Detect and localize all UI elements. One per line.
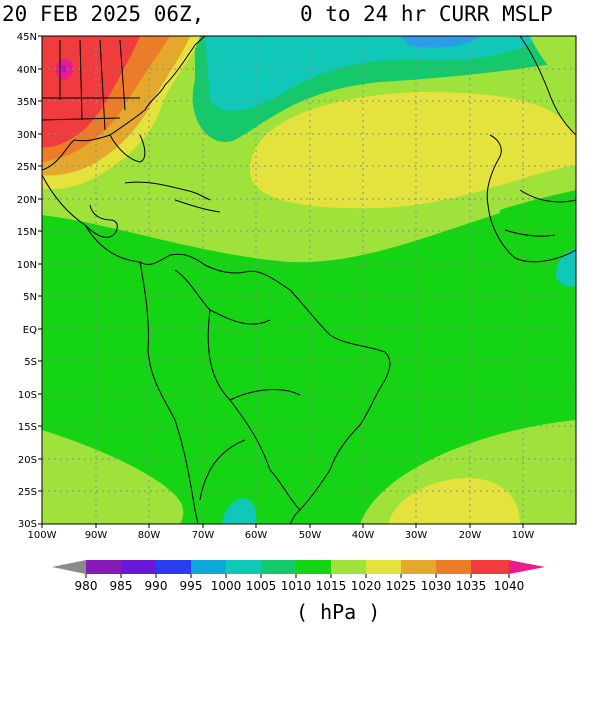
lat-labels: 45N 40N 35N 30N 25N 20N 15N 10N 5N EQ 5S… [17,32,37,530]
lon-label: 80W [138,530,161,541]
map-title: 20 FEB 2025 06Z, 0 to 24 hr CURR MSLP [0,2,600,98]
lat-label: 45N [17,32,37,43]
lat-label: 10S [18,390,37,401]
contour-1010 [42,192,576,524]
colorbar-label: 1030 [421,579,452,593]
colorbar-label: 1000 [211,579,242,593]
lat-label: 20S [18,455,37,466]
colorbar-label: 1020 [351,579,382,593]
colorbar-swatch [261,560,296,574]
colorbar-label: 1010 [281,579,312,593]
colorbar-swatch [296,560,331,574]
colorbar-over-arrow [509,560,545,574]
lat-label: 35N [17,97,37,108]
lat-label: 15S [18,422,37,433]
title-date-time: 20 FEB 2025 06Z, [2,2,205,26]
lon-label: 10W [512,530,535,541]
title-product: 24 hr CURR MSLP [363,2,553,26]
contour-1020-atlantic [250,92,576,209]
colorbar-swatch [331,560,366,574]
pressure-field [42,36,576,524]
lat-label: 5N [23,292,37,303]
lon-label: 40W [352,530,375,541]
lon-label: 60W [245,530,268,541]
lon-labels: 100W 90W 80W 70W 60W 50W 40W 30W 20W 10W [28,530,535,541]
colorbar-label: 1015 [316,579,347,593]
lat-label: 15N [17,227,37,238]
lon-label: 100W [28,530,57,541]
lat-label: EQ [23,325,37,336]
lon-label: 70W [192,530,215,541]
colorbar-swatch [191,560,226,574]
colorbar-swatch [86,560,121,574]
lon-label: 90W [85,530,108,541]
lon-label: 30W [405,530,428,541]
coastlines [42,36,576,524]
lat-label: 5S [24,357,37,368]
colorbar-label: 1005 [246,579,277,593]
colorbar-label: 1035 [456,579,487,593]
colorbar-swatch [401,560,436,574]
colorbar-swatch [121,560,156,574]
colorbar-label: 980 [75,579,98,593]
lat-label: 30N [17,130,37,141]
colorbar-swatch [226,560,261,574]
colorbar-label: 1025 [386,579,417,593]
lat-label: 25S [18,487,37,498]
lat-label: 30S [18,519,37,530]
lat-label: 20N [17,195,37,206]
colorbar-swatch [156,560,191,574]
lon-label: 50W [299,530,322,541]
colorbar-swatch [366,560,401,574]
colorbar: 980 985 990 995 1000 1005 1010 1015 1020… [52,560,545,593]
colorbar-label: 990 [145,579,168,593]
axis-ticks [38,35,524,528]
map-frame [41,35,577,525]
lat-label: 40N [17,65,37,76]
lat-label: 25N [17,162,37,173]
colorbar-label: 995 [180,579,203,593]
colorbar-label: 985 [110,579,133,593]
title-range: 0 to [300,2,351,26]
colorbar-label: 1040 [494,579,525,593]
colorbar-swatch [436,560,471,574]
colorbar-swatch [471,560,509,574]
lon-label: 20W [459,530,482,541]
units-label: ( hPa ) [296,600,381,624]
colorbar-under-arrow [52,560,86,574]
lat-label: 10N [17,260,37,271]
